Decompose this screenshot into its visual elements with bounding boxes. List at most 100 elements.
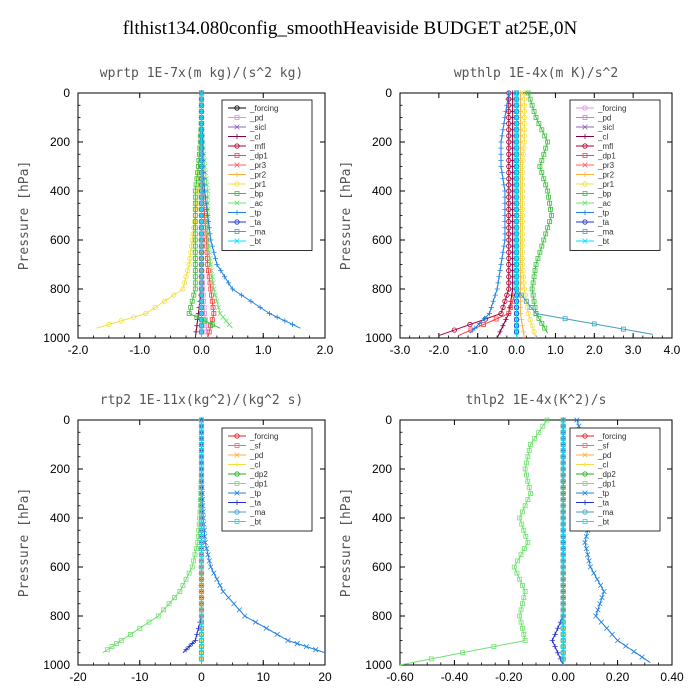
panel1-series-point <box>205 212 211 219</box>
panel1-series-point <box>226 321 232 328</box>
panel1-series-point <box>198 108 205 115</box>
panel3-ytick-label: 200 <box>50 462 70 476</box>
panel2-series-point <box>513 218 520 225</box>
panel1-series-point <box>282 318 288 324</box>
panel4-series-point <box>582 539 588 546</box>
panel3-ylabel: Pressure [hPa] <box>17 488 32 598</box>
panel1-legend-marker <box>234 171 240 178</box>
panel2-series-point <box>467 321 473 328</box>
panel3-series-point <box>189 640 195 647</box>
panel2-series-point <box>519 206 526 212</box>
panel4-series-point <box>560 503 566 509</box>
panel2-series-point <box>513 127 520 133</box>
panel3-series-point <box>199 576 204 582</box>
panel1-series-point <box>198 90 205 96</box>
panel4-series-point <box>560 613 566 619</box>
panel3-series-point <box>183 647 189 653</box>
panel3-series-point <box>146 619 152 625</box>
panel1-legend-marker <box>234 115 240 120</box>
panel3-legend-marker <box>234 471 240 477</box>
panel2-series-point <box>493 316 499 322</box>
panel1-series-point <box>223 318 229 324</box>
panel2-series-point <box>543 182 549 188</box>
panel2-series-point <box>498 163 504 170</box>
panel2-series-point <box>498 139 504 145</box>
panel3-legend-label: _pd <box>249 451 263 460</box>
panel1-series-point <box>192 243 198 249</box>
panel2-legend-label: _bt <box>597 237 610 246</box>
panel2-series-point <box>539 243 545 249</box>
panel1-series-point <box>198 310 205 317</box>
panel2-legend-marker <box>582 115 588 120</box>
panel2-legend-marker <box>582 171 588 178</box>
panel2-series-point <box>513 243 520 249</box>
panel3-series-point <box>137 625 143 631</box>
panel4-series-point <box>511 564 517 570</box>
panel4-series-point <box>428 656 434 662</box>
panel1-series-point <box>198 316 205 323</box>
panel1-series-point <box>198 323 205 329</box>
panel2-series-point <box>547 219 552 225</box>
panel1-series-point <box>188 249 194 255</box>
panel2-series-point <box>506 139 512 145</box>
panel2-legend-marker <box>582 133 588 140</box>
panel2-series-point <box>498 151 504 157</box>
panel4-xtick-label: -0.40 <box>441 670 469 684</box>
panel4-series-point <box>525 478 531 484</box>
panel4-xtick-label: 0.20 <box>606 670 630 684</box>
panel4-ytick-label: 1000 <box>365 658 392 672</box>
panel4-legend-label: _forcing <box>597 432 626 441</box>
panel3-ytick-label: 600 <box>50 560 70 574</box>
panel1-series-point <box>198 249 205 255</box>
panel3-legend-marker <box>234 499 240 506</box>
panel3-series-point <box>199 607 204 613</box>
panel2-series-point <box>502 194 508 200</box>
panel4-series-point <box>586 558 592 564</box>
panel2-series-point <box>506 268 512 274</box>
panel4-series-line <box>399 419 548 666</box>
panel1-series-point <box>192 188 198 194</box>
panel2-series-point <box>513 304 520 311</box>
panel4-series-point <box>521 595 527 601</box>
panel4-series-point <box>522 503 528 509</box>
panel1-series-point <box>198 304 205 311</box>
panel4-series-point <box>517 515 523 521</box>
panel2-series-point <box>513 102 520 108</box>
panel4-series-point <box>560 650 566 656</box>
panel3-series-point <box>180 582 186 588</box>
panel2-series-point <box>519 261 526 268</box>
panel3-series-point <box>199 466 204 472</box>
panel2-series-point <box>519 212 526 219</box>
panel1-legend-label: _pr3 <box>249 161 267 170</box>
panel3-legend-marker <box>234 461 240 468</box>
panel1-series-point <box>211 286 217 292</box>
panel4-series-point <box>520 509 525 515</box>
panel3-legend-marker <box>234 443 240 448</box>
panel2-series-point <box>519 219 526 225</box>
panel1-series-point <box>220 314 226 320</box>
panel1-series-point <box>198 133 205 139</box>
panel4-series-point <box>601 588 607 595</box>
panel1-series-point <box>208 237 214 243</box>
panel1-series-point <box>181 280 188 286</box>
panel4-legend-marker <box>582 452 588 458</box>
panel1-series-point <box>210 304 216 310</box>
panel1-series-point <box>206 329 212 335</box>
panel3-series-point <box>199 460 204 466</box>
panel1-xtick-label: -2.0 <box>68 343 89 357</box>
panel2-series-point <box>513 310 520 317</box>
panel2-series-point <box>513 225 520 231</box>
panel1-series-point <box>198 182 205 188</box>
panel1-series-point <box>192 237 198 243</box>
panel1-series-point <box>198 114 205 121</box>
panel1-series-point <box>198 225 205 231</box>
panel2-series-point <box>537 164 543 169</box>
panel3-series-point <box>104 647 110 653</box>
panel1-series-point <box>198 267 205 274</box>
panel1-legend-marker <box>234 105 240 111</box>
panel2-series-point <box>499 170 505 176</box>
panel2-series-point <box>531 274 537 280</box>
panel4-series-point <box>591 570 597 576</box>
panel2-series-point <box>518 317 525 323</box>
